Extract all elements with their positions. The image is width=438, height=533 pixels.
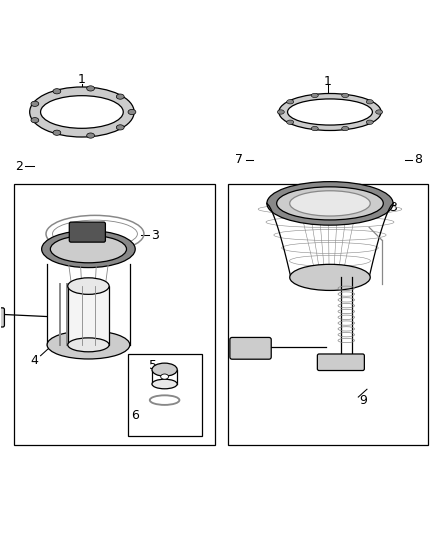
Ellipse shape [47, 330, 130, 359]
Ellipse shape [68, 278, 109, 294]
Text: 4: 4 [30, 353, 38, 367]
Bar [68, 286, 109, 345]
Ellipse shape [342, 126, 349, 131]
Text: 3: 3 [151, 229, 159, 241]
Text: 8: 8 [414, 154, 422, 166]
FancyBboxPatch shape [230, 337, 271, 359]
Ellipse shape [267, 182, 393, 225]
Ellipse shape [311, 126, 318, 131]
Ellipse shape [31, 101, 39, 107]
Text: 1: 1 [78, 73, 86, 86]
Bar [228, 184, 428, 445]
Ellipse shape [68, 338, 109, 352]
FancyBboxPatch shape [318, 354, 364, 370]
Ellipse shape [366, 100, 373, 104]
Text: 6: 6 [131, 409, 139, 422]
Ellipse shape [152, 363, 177, 376]
Ellipse shape [152, 379, 177, 389]
Ellipse shape [41, 96, 123, 128]
Bar [127, 353, 201, 436]
Ellipse shape [117, 94, 124, 99]
Ellipse shape [277, 187, 383, 220]
Text: 7: 7 [235, 154, 243, 166]
Ellipse shape [376, 110, 383, 114]
Ellipse shape [128, 109, 136, 115]
Ellipse shape [30, 87, 134, 137]
Ellipse shape [288, 99, 372, 125]
Text: 9: 9 [360, 394, 367, 407]
Ellipse shape [277, 110, 284, 114]
Ellipse shape [50, 236, 127, 263]
Ellipse shape [342, 93, 349, 98]
Ellipse shape [87, 86, 95, 91]
Ellipse shape [31, 118, 39, 123]
FancyBboxPatch shape [0, 308, 4, 327]
Ellipse shape [366, 120, 373, 124]
Bar [14, 184, 215, 445]
FancyBboxPatch shape [69, 222, 106, 242]
Ellipse shape [53, 88, 61, 94]
Ellipse shape [287, 100, 293, 104]
Ellipse shape [311, 93, 318, 98]
Ellipse shape [287, 120, 293, 124]
Ellipse shape [117, 125, 124, 130]
Text: 2: 2 [15, 160, 23, 173]
Text: 5: 5 [149, 359, 157, 372]
Ellipse shape [290, 191, 370, 216]
Ellipse shape [42, 231, 135, 268]
Ellipse shape [279, 93, 381, 131]
Text: 1: 1 [324, 75, 332, 87]
Ellipse shape [161, 374, 169, 379]
Text: 3: 3 [389, 201, 397, 214]
Ellipse shape [87, 133, 95, 138]
Ellipse shape [290, 264, 370, 290]
Ellipse shape [53, 130, 61, 135]
